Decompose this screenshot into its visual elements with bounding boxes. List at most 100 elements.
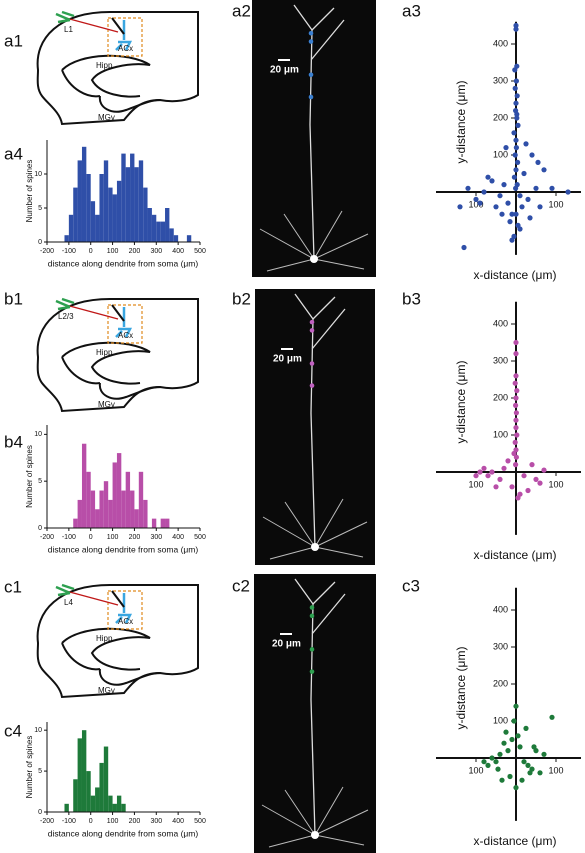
- scatter-point: [565, 189, 571, 195]
- histogram-bar: [138, 471, 144, 528]
- scatter-point: [537, 480, 543, 486]
- scatter-point: [497, 751, 503, 757]
- scatter-point: [513, 425, 519, 431]
- histogram-bar: [160, 518, 166, 528]
- pipette: [55, 10, 75, 24]
- spine-marker: [309, 669, 315, 674]
- y-axis-label: y-distance (μm): [454, 647, 468, 730]
- soma: [311, 831, 319, 839]
- x-tick-label: 400: [172, 534, 184, 541]
- y-tick-label: 400: [493, 604, 508, 614]
- scatter-point: [525, 487, 531, 494]
- scatter-point: [501, 182, 507, 188]
- scatter-point: [481, 189, 487, 195]
- y-axis-label: Number of spines: [25, 736, 34, 799]
- histogram-bar: [95, 214, 100, 242]
- histogram-bar: [156, 221, 161, 242]
- x-tick-label: 0: [89, 248, 93, 255]
- scatter-point: [531, 744, 537, 750]
- histogram-bar: [81, 146, 87, 242]
- area-label: ACx: [118, 44, 133, 53]
- basal-dendrites: [261, 786, 369, 848]
- x-axis-label: distance along dendrite from soma (μm): [48, 828, 199, 838]
- scale-bar-label: 20 μm: [270, 65, 299, 76]
- dendrite: [294, 293, 346, 548]
- spine-marker: [308, 72, 314, 78]
- x-axis-label: x-distance (μm): [474, 834, 557, 848]
- recording-pipette: [111, 590, 125, 608]
- histogram-bar: [116, 180, 122, 242]
- histogram-bar: [165, 518, 170, 528]
- scatter-point: [514, 93, 520, 99]
- hipp-label: Hipp: [96, 348, 113, 357]
- y-tick-label: 0: [38, 239, 42, 246]
- histogram-bar: [103, 481, 109, 528]
- histogram-bar: [73, 779, 78, 812]
- x-tick-label: -200: [40, 818, 54, 825]
- scatter-point: [493, 484, 499, 490]
- panel-label: a3: [402, 1, 421, 20]
- histogram-bar: [95, 787, 100, 812]
- histogram-bar: [112, 194, 117, 242]
- x-axis-label: x-distance (μm): [474, 268, 557, 282]
- scatter-point: [541, 167, 547, 173]
- scatter-point: [513, 373, 519, 379]
- panel-label: b1: [4, 289, 23, 308]
- scatter-point: [513, 417, 519, 423]
- scatter-point: [501, 740, 507, 746]
- scatter-point: [513, 462, 519, 468]
- panel-label: c4: [4, 721, 22, 740]
- electrode: [65, 17, 119, 33]
- y-axis-label: Number of spines: [25, 160, 34, 223]
- scatter-point: [513, 100, 519, 106]
- y-tick-label: 10: [34, 171, 42, 178]
- scatter-point: [512, 67, 518, 73]
- x-tick-label: 200: [129, 818, 141, 825]
- hipp-label: Hipp: [96, 61, 113, 70]
- x-axis-label: distance along dendrite from soma (μm): [48, 544, 199, 554]
- micrograph: [254, 574, 376, 853]
- x-tick-label: 300: [150, 818, 162, 825]
- scatter-point: [527, 770, 533, 776]
- histogram-bar: [99, 174, 104, 242]
- y-tick-label: 400: [493, 318, 508, 328]
- scatter-point: [513, 402, 519, 408]
- scatter-point: [493, 759, 499, 765]
- brain-outline: [36, 584, 199, 699]
- scatter-point: [512, 380, 518, 386]
- scatter-point: [515, 122, 521, 128]
- scatter-point: [485, 174, 491, 180]
- histogram-bar: [116, 453, 122, 528]
- scatter-point: [497, 476, 503, 482]
- histogram-bar: [108, 499, 113, 528]
- spine-marker: [309, 613, 315, 619]
- spine-marker: [309, 361, 315, 366]
- x-axis-label: distance along dendrite from soma (μm): [48, 258, 199, 268]
- electrode: [65, 304, 119, 320]
- histogram-bar: [108, 795, 113, 812]
- histogram-bar: [121, 490, 126, 528]
- x-tick-label: 500: [194, 248, 206, 255]
- histogram-bar: [186, 235, 192, 242]
- brain-diagram: [36, 583, 199, 699]
- basal-dendrites: [262, 498, 368, 560]
- spine-marker: [308, 30, 314, 36]
- histogram-bar: [81, 443, 87, 528]
- x-tick-label: -100: [62, 248, 76, 255]
- scatter-point: [509, 484, 515, 490]
- x-tick-label: 0: [89, 534, 93, 541]
- x-tick-label: 100: [548, 199, 563, 209]
- scatter-point: [513, 185, 519, 191]
- histogram-bar: [86, 771, 91, 812]
- scatter-point: [549, 714, 555, 720]
- neuron-icon: [115, 307, 133, 338]
- scatter-point: [495, 766, 501, 772]
- hippocampus: [61, 54, 151, 98]
- x-axis-label: x-distance (μm): [474, 548, 557, 562]
- histogram-bar: [86, 174, 91, 242]
- histogram-bar: [112, 803, 117, 812]
- scatter-point: [505, 748, 511, 754]
- hipp-label: Hipp: [96, 634, 113, 643]
- scatter-point: [521, 473, 527, 479]
- histogram-bar: [77, 738, 82, 812]
